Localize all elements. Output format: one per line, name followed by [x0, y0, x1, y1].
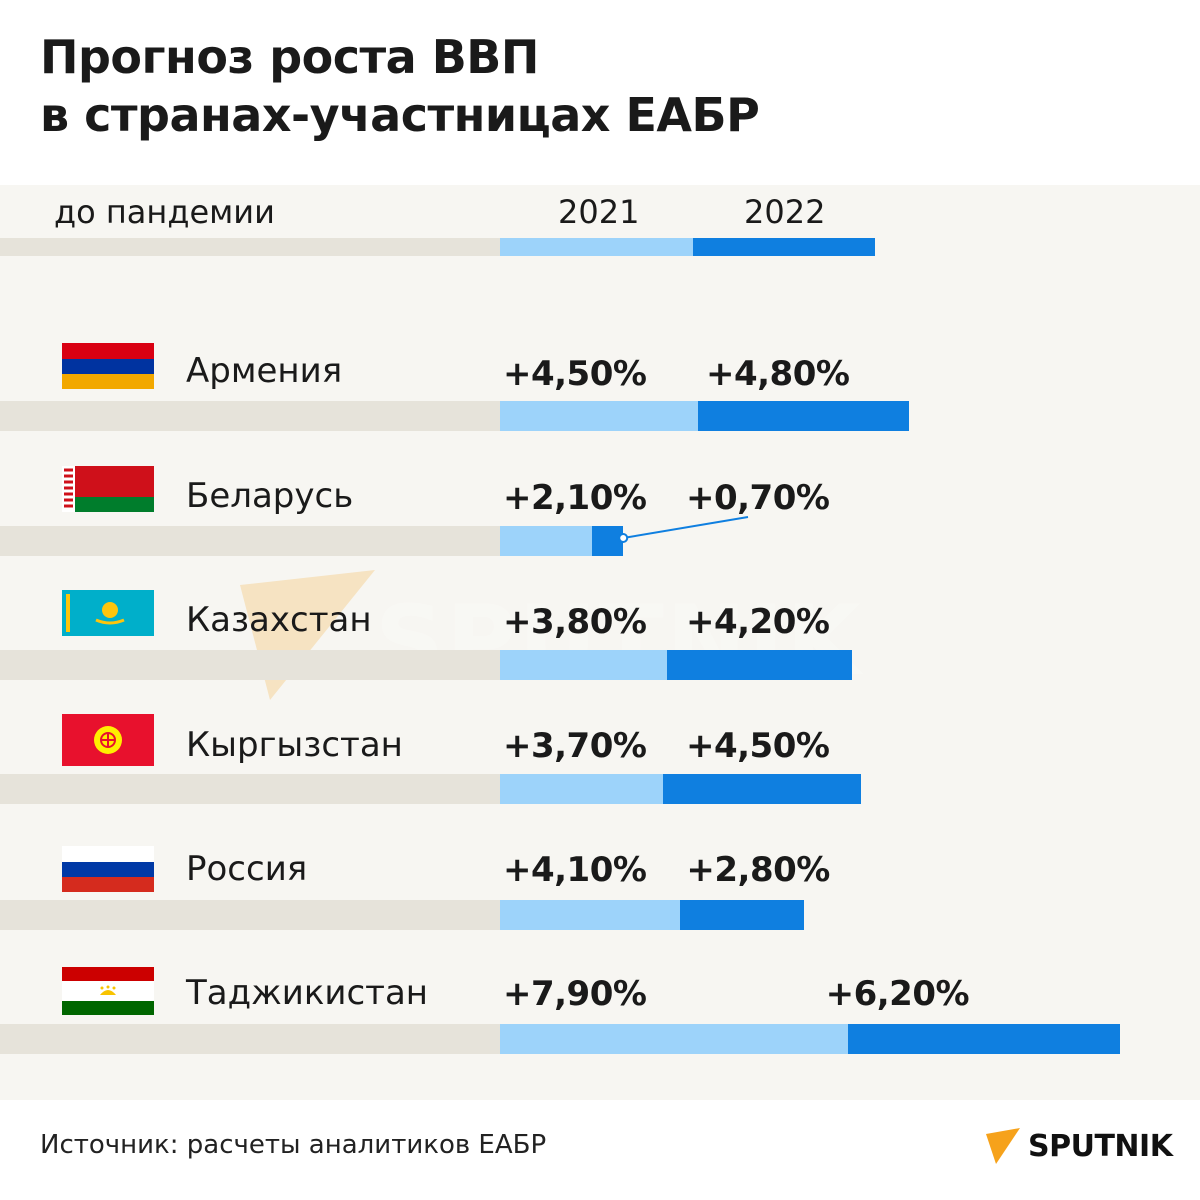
chart-title: Прогноз роста ВВП в странах-участницах Е…: [40, 28, 760, 144]
belarus-flag-icon: [62, 466, 154, 512]
legend-2021: 2021: [558, 193, 640, 231]
value-label-2022: +4,50%: [686, 726, 830, 766]
brand-name: SPUTNIK: [1028, 1128, 1173, 1164]
bar-2021: [500, 1024, 848, 1054]
value-label-2021: +4,50%: [503, 354, 647, 394]
bar-2022: [698, 401, 910, 431]
country-label: Армения: [186, 351, 343, 391]
bar-2022: [592, 526, 624, 556]
value-label-2022: +0,70%: [686, 478, 830, 518]
value-label-2021: +7,90%: [503, 974, 647, 1014]
bar-2021: [500, 774, 663, 804]
value-label-2021: +3,80%: [503, 602, 647, 642]
bar-2022: [667, 650, 852, 680]
country-label: Кыргызстан: [186, 725, 403, 765]
value-label-2021: +3,70%: [503, 726, 647, 766]
value-label-2021: +2,10%: [503, 478, 647, 518]
baseline-track: [0, 526, 500, 556]
tajikistan-flag-icon: [62, 967, 154, 1015]
legend-swatch-2022: [693, 238, 875, 256]
baseline-track: [0, 401, 500, 431]
kyrgyzstan-flag-icon: [62, 714, 154, 766]
baseline-track: [0, 774, 500, 804]
baseline-track: [0, 1024, 500, 1054]
russia-flag-icon: [62, 846, 154, 892]
legend-pre-pandemic: до пандемии: [54, 193, 275, 231]
legend-swatch-2021: [500, 238, 693, 256]
sputnik-logo: SPUTNIK: [984, 1124, 1173, 1168]
armenia-flag-icon: [62, 343, 154, 389]
chart-title-line1: Прогноз роста ВВП: [40, 30, 539, 84]
bar-2021: [500, 526, 593, 556]
sputnik-logo-icon: [986, 1128, 1020, 1164]
country-label: Беларусь: [186, 476, 354, 516]
country-label: Россия: [186, 849, 308, 889]
chart-title-line2: в странах-участницах ЕАБР: [40, 88, 760, 142]
value-label-2022: +2,80%: [686, 850, 830, 890]
source-note: Источник: расчеты аналитиков ЕАБР: [40, 1130, 547, 1160]
value-label-2022: +4,20%: [686, 602, 830, 642]
country-label: Казахстан: [186, 600, 372, 640]
chart-panel: [0, 185, 1200, 1100]
value-label-2022: +6,20%: [825, 974, 970, 1014]
bar-2022: [847, 1024, 1121, 1054]
country-label: Таджикистан: [186, 973, 429, 1013]
baseline-track: [0, 650, 500, 680]
kazakhstan-flag-icon: [62, 590, 154, 636]
legend-track-pre-pandemic: [0, 238, 500, 256]
value-label-2022: +4,80%: [706, 354, 850, 394]
baseline-track: [0, 900, 500, 930]
bar-2021: [500, 900, 681, 930]
bar-2021: [500, 650, 668, 680]
legend-2022: 2022: [744, 193, 826, 231]
bar-2021: [500, 401, 698, 431]
bar-2022: [662, 774, 861, 804]
bar-2022: [680, 900, 804, 930]
value-label-2021: +4,10%: [503, 850, 647, 890]
